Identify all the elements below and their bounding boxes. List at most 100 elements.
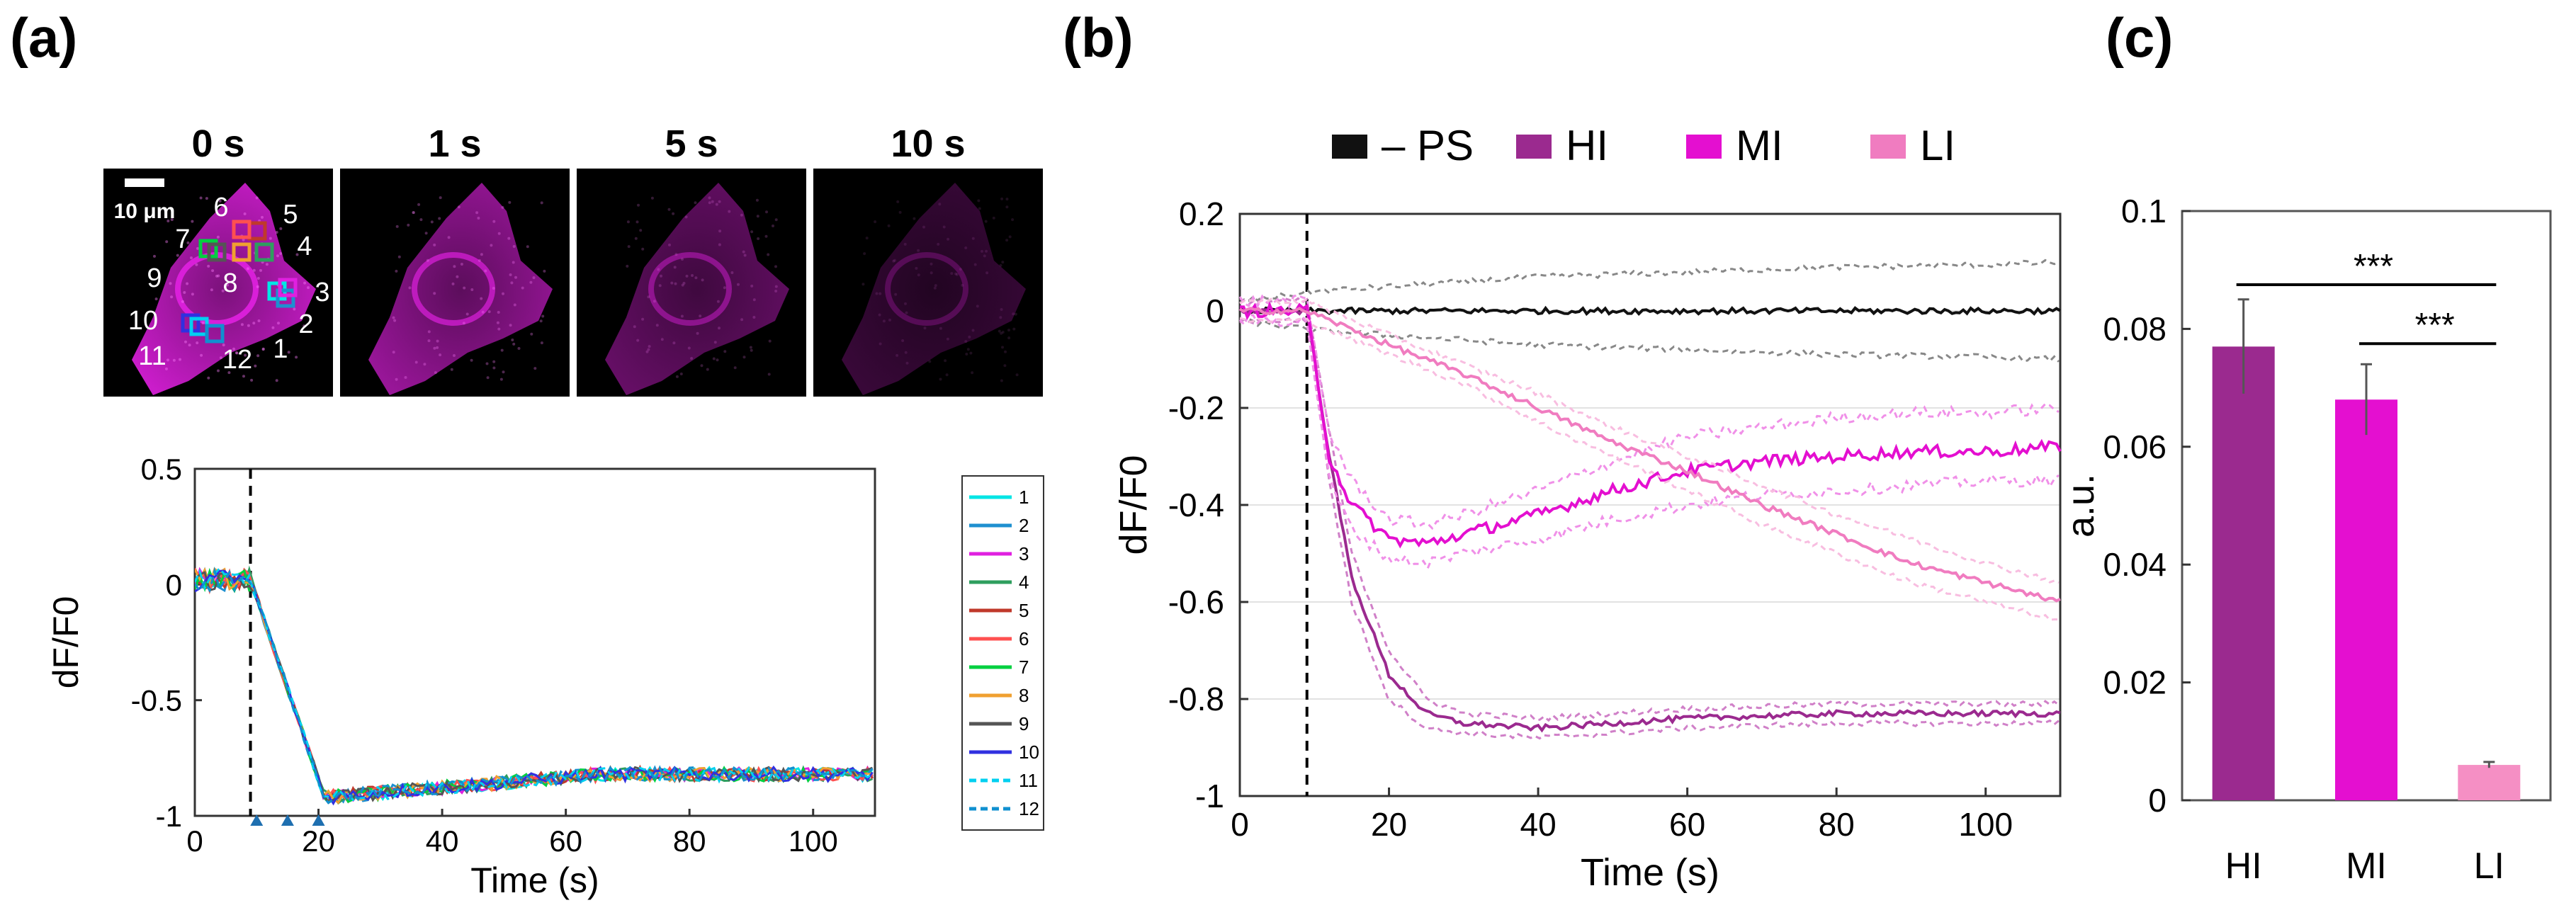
series-band-b-upper — [1239, 297, 2060, 722]
x-tick-label-LI: LI — [2474, 846, 2504, 887]
x-tick-label-b: 60 — [1669, 806, 1705, 843]
y-tick-label-b: -0.8 — [1168, 681, 1224, 717]
panel-label-b: (b) — [1063, 6, 1134, 69]
series-band-b-upper — [1239, 297, 2060, 584]
legend-label-a-6: 6 — [1019, 628, 1029, 649]
roi-label-2: 2 — [298, 309, 313, 339]
y-axis-label-a: dF/F0 — [46, 596, 86, 689]
roi-label-10: 10 — [128, 306, 158, 336]
series-line-a-11 — [195, 567, 874, 802]
roi-box-4 — [254, 242, 274, 262]
roi-label-4: 4 — [297, 232, 312, 261]
x-tick-label-b: 40 — [1520, 806, 1557, 843]
y-tick-label-c: 0.06 — [2103, 428, 2167, 465]
y-tick-label-b: 0 — [1206, 292, 1224, 329]
x-tick-label-a: 20 — [302, 824, 335, 858]
micrograph-1 — [340, 169, 570, 397]
micrograph-2 — [577, 169, 806, 397]
y-tick-label-a: 0 — [166, 568, 182, 601]
micrograph-time-2: 5 s — [665, 123, 718, 165]
x-tick-label-MI: MI — [2346, 846, 2387, 887]
legend-swatch-b-LI — [1870, 135, 1906, 159]
x-axis-label-b: Time (s) — [1581, 851, 1719, 894]
y-tick-label-c: 0.1 — [2121, 193, 2167, 229]
series-line-b-LI — [1238, 307, 2061, 603]
bar-LI — [2458, 765, 2521, 800]
x-axis-label-a: Time (s) — [470, 860, 599, 900]
legend-label-b-HI: HI — [1566, 122, 1608, 169]
roi-box-6 — [232, 220, 252, 239]
x-tick-label-b: 20 — [1371, 806, 1407, 843]
series-band-b-upper — [1238, 294, 2060, 530]
y-tick-label-a: 0.5 — [141, 453, 182, 486]
series-line-b-HI — [1238, 307, 2061, 733]
y-tick-label-b: 0.2 — [1179, 195, 1224, 232]
y-tick-label-a: -1 — [156, 800, 182, 833]
scale-bar — [125, 178, 164, 187]
x-tick-label-a: 40 — [426, 824, 459, 858]
y-tick-label-b: -0.6 — [1168, 584, 1224, 620]
series-line-a-12 — [195, 566, 874, 805]
panel-label-a: (a) — [10, 6, 78, 69]
x-tick-label-b: 0 — [1231, 806, 1249, 843]
micrograph-time-1: 1 s — [428, 123, 482, 165]
significance-label-1: *** — [2415, 307, 2455, 344]
legend-label-a-7: 7 — [1019, 657, 1029, 678]
y-tick-label-c: 0.02 — [2103, 664, 2167, 701]
roi-box-9 — [207, 242, 227, 262]
legend-label-a-12: 12 — [1019, 798, 1039, 819]
series-line-b-– PS — [1239, 305, 2061, 317]
legend-label-a-10: 10 — [1019, 741, 1039, 763]
roi-label-9: 9 — [147, 263, 162, 293]
roi-label-8: 8 — [222, 268, 237, 298]
legend-label-b-LI: LI — [1920, 122, 1955, 169]
legend-label-a-1: 1 — [1019, 487, 1029, 508]
arrow-marker-a — [281, 814, 294, 826]
panel-label-c: (c) — [2106, 6, 2174, 69]
cell-shape — [132, 183, 316, 395]
micrograph-time-0: 0 s — [191, 123, 245, 165]
legend-label-a-5: 5 — [1019, 600, 1029, 621]
roi-label-5: 5 — [283, 200, 298, 229]
series-band-b-upper — [1239, 258, 2060, 304]
cell-shape — [842, 183, 1026, 395]
nucleus-outline — [885, 252, 968, 326]
x-tick-label-a: 60 — [549, 824, 582, 858]
arrow-marker-a — [312, 814, 325, 826]
plot-frame-a — [193, 467, 876, 817]
roi-label-3: 3 — [315, 278, 329, 307]
y-tick-label-c: 0.04 — [2103, 546, 2167, 583]
legend-label-a-2: 2 — [1019, 515, 1029, 536]
nucleus-outline — [648, 252, 732, 326]
x-tick-label-b: 80 — [1819, 806, 1855, 843]
y-tick-label-b: -1 — [1195, 778, 1224, 814]
scale-bar-label: 10 μm — [114, 200, 176, 223]
roi-label-1: 1 — [273, 334, 288, 364]
legend-swatch-b-MI — [1686, 135, 1722, 159]
legend-label-a-8: 8 — [1019, 685, 1029, 706]
roi-label-7: 7 — [175, 225, 190, 254]
legend-label-a-9: 9 — [1019, 713, 1029, 734]
series-line-b-MI — [1239, 301, 2062, 549]
y-tick-label-c: 0.08 — [2103, 310, 2167, 347]
x-tick-label-a: 80 — [673, 824, 706, 858]
y-tick-label-b: -0.4 — [1168, 487, 1224, 523]
roi-box-8 — [232, 242, 252, 262]
legend-label-a-4: 4 — [1019, 572, 1029, 593]
y-axis-label-c: a.u. — [2060, 474, 2102, 538]
y-tick-label-b: -0.2 — [1168, 390, 1224, 426]
y-axis-label-b: dF/F0 — [1112, 455, 1155, 555]
x-tick-label-b: 100 — [1958, 806, 2013, 843]
y-tick-label-c: 0 — [2148, 782, 2167, 819]
y-tick-label-a: -0.5 — [131, 684, 182, 717]
cell-shape — [605, 183, 789, 395]
x-tick-label-a: 100 — [789, 824, 838, 858]
bar-HI — [2212, 346, 2275, 800]
legend-label-a-3: 3 — [1019, 543, 1029, 564]
x-tick-label-HI: HI — [2225, 846, 2262, 887]
roi-label-12: 12 — [222, 345, 252, 375]
